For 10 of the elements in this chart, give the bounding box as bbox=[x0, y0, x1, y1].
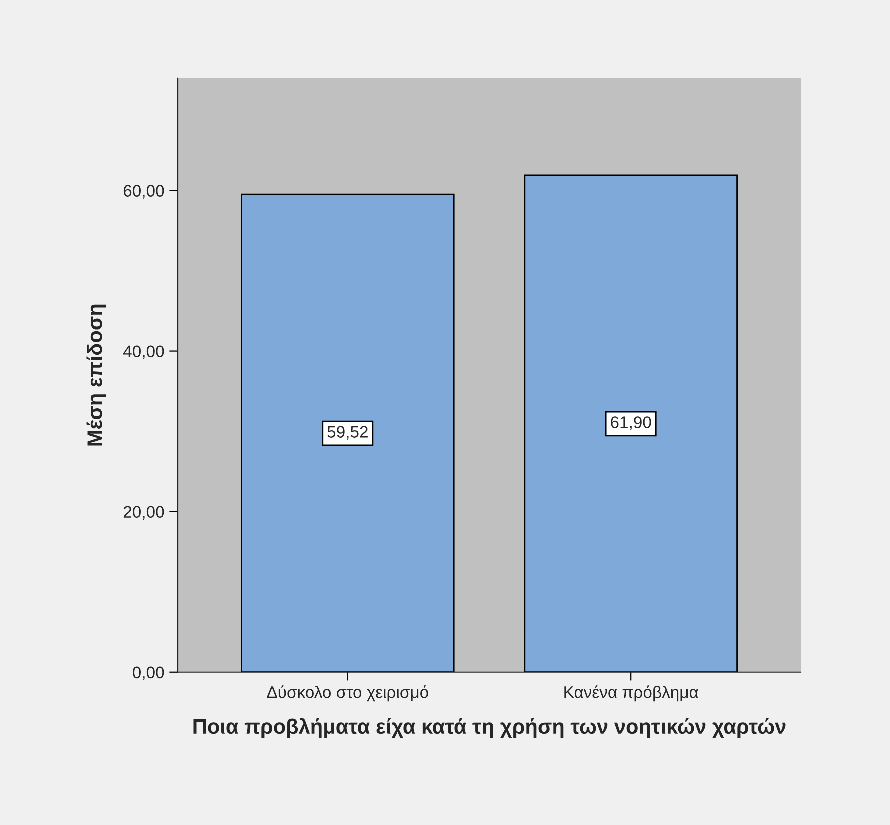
y-axis-title: Μέση επίδοση bbox=[86, 304, 106, 446]
x-tick-label: Κανένα πρόβλημα bbox=[564, 686, 698, 702]
data-label: 61,90 bbox=[611, 416, 652, 430]
data-label: 59,52 bbox=[328, 426, 368, 440]
y-tick-label: 0,00 bbox=[133, 666, 164, 681]
y-tick-label: 20,00 bbox=[124, 506, 164, 520]
x-axis-title: Ποια προβλήματα είχα κατά τη χρήση των νοητικών χαρτών bbox=[194, 718, 786, 738]
y-tick-label: 40,00 bbox=[123, 346, 164, 360]
x-tick-label: Δύσκολο στο χειρισμό bbox=[267, 686, 428, 702]
y-tick-label: 60,00 bbox=[124, 185, 164, 199]
